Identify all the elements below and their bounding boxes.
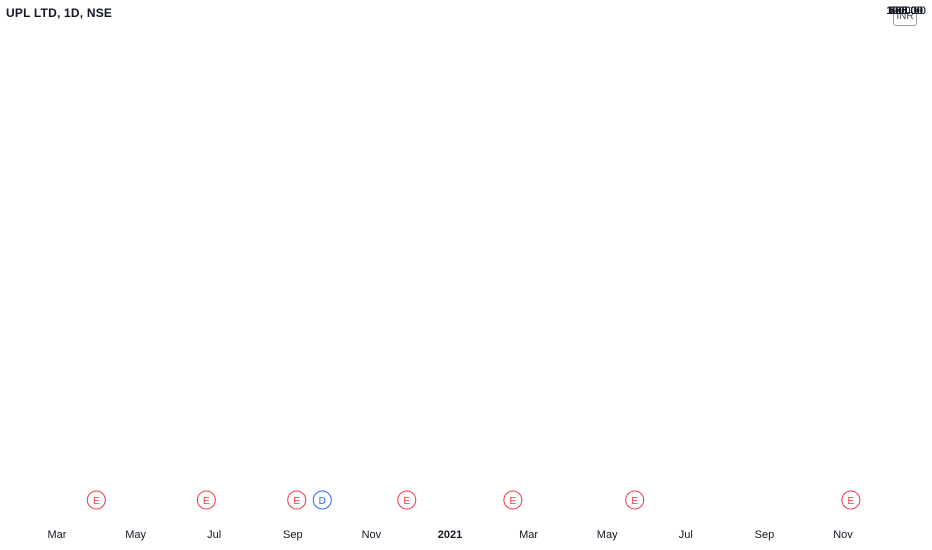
y-tick-label: 265.00 <box>889 5 923 17</box>
currency-button[interactable]: INR <box>893 7 917 26</box>
y-tick-label: 365.00 <box>889 5 923 17</box>
time-axis[interactable]: Mar May Jul Sep Nov 2021 Mar May Jul Sep Nov <box>48 529 854 541</box>
event-label: E <box>510 496 517 507</box>
event-circle <box>312 490 332 510</box>
event-circle <box>503 490 523 510</box>
event-label: E <box>848 496 855 507</box>
price-axis[interactable]: 1200.001000.00800.00700.00580.00500.0042… <box>886 5 926 17</box>
y-tick-label: 1000.00 <box>886 5 926 17</box>
event-label: E <box>93 496 100 507</box>
x-tick-label: Nov <box>362 529 382 541</box>
earnings-marker[interactable]: E <box>287 490 307 510</box>
event-label: E <box>403 496 410 507</box>
earnings-marker[interactable]: E <box>503 490 523 510</box>
x-tick-label: May <box>125 529 146 541</box>
y-tick-label: 800.00 <box>889 5 923 17</box>
dividend-marker[interactable]: D <box>312 490 332 510</box>
event-circle <box>287 490 307 510</box>
x-tick-label: Jul <box>207 529 221 541</box>
earnings-marker[interactable]: E <box>841 490 861 510</box>
earnings-marker[interactable]: E <box>86 490 106 510</box>
event-circle <box>841 490 861 510</box>
earnings-marker[interactable]: E <box>397 490 417 510</box>
x-tick-label: May <box>597 529 618 541</box>
x-tick-label: Nov <box>833 529 853 541</box>
earnings-marker[interactable]: E <box>196 490 216 510</box>
x-tick-label: Mar <box>519 529 538 541</box>
y-tick-label: 700.00 <box>889 5 923 17</box>
event-circle <box>196 490 216 510</box>
x-tick-label: Sep <box>283 529 303 541</box>
x-tick-label: Jul <box>679 529 693 541</box>
x-tick-label: Mar <box>48 529 67 541</box>
event-circle <box>86 490 106 510</box>
y-tick-label: 233.00 <box>889 5 923 17</box>
x-tick-label: Sep <box>755 529 775 541</box>
y-tick-label: 1200.00 <box>886 5 926 17</box>
chart-title: UPL LTD, 1D, NSE <box>6 6 113 20</box>
event-circle <box>397 490 417 510</box>
earnings-marker[interactable]: E <box>625 490 645 510</box>
y-tick-label: 500.00 <box>889 5 923 17</box>
event-label: E <box>293 496 300 507</box>
y-tick-label: 425.00 <box>889 5 923 17</box>
event-label: E <box>631 496 638 507</box>
y-tick-label: 305.00 <box>889 5 923 17</box>
event-label: D <box>319 496 326 507</box>
y-tick-label: 580.00 <box>889 5 923 17</box>
event-circle <box>625 490 645 510</box>
x-tick-label: 2021 <box>438 529 462 541</box>
event-label: E <box>203 496 210 507</box>
